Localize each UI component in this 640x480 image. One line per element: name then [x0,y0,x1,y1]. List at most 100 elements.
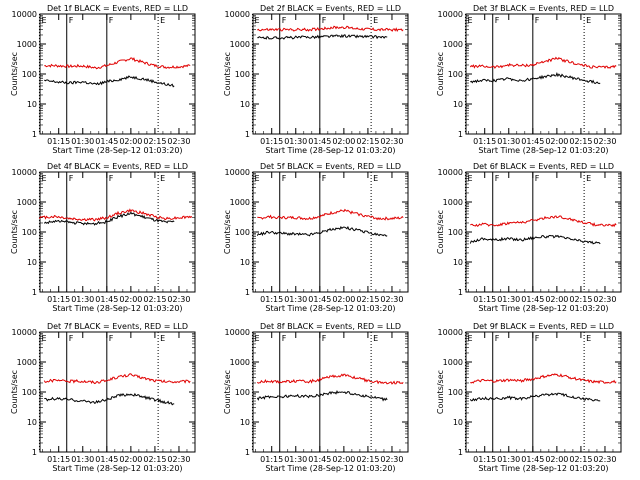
y-tick-label: 10 [27,100,37,109]
x-tick-label: 01:30 [284,455,307,464]
x-axis-label: Start Time (28-Sep-12 01:03:20) [478,304,608,313]
marker-label: F [282,16,287,25]
x-tick-label: 01:45 [95,137,118,146]
marker-label: E [586,334,591,343]
y-tick-label: 10000 [12,10,37,19]
x-tick-label: 01:15 [260,455,283,464]
lld-series-line [470,373,617,384]
y-tick-label: 1000 [230,358,250,367]
x-tick-label: 02:15 [143,295,166,304]
marker-label: F [535,334,540,343]
y-tick-label: 10 [240,258,250,267]
x-tick-label: 02:15 [143,455,166,464]
y-axis-label: Counts/sec [10,210,19,254]
x-tick-label: 01:30 [497,295,520,304]
marker-label: E [373,16,378,25]
x-tick-label: 02:15 [356,137,379,146]
plot-frame [39,171,196,293]
marker-label: F [109,334,114,343]
y-tick-label: 1 [32,448,37,457]
y-axis-label: Counts/sec [436,52,445,96]
y-tick-label: 1 [245,288,250,297]
marker-label: E [160,334,165,343]
y-tick-label: 1 [245,130,250,139]
lld-series-line [43,373,191,385]
x-tick-label: 01:30 [497,455,520,464]
y-tick-label: 10 [453,258,463,267]
y-tick-label: 1000 [230,198,250,207]
marker-label: F [495,174,500,183]
marker-label: F [495,334,500,343]
x-tick-label: 02:30 [167,137,190,146]
x-tick-label: 02:30 [380,137,403,146]
y-tick-label: 10000 [12,168,37,177]
plot-frame [465,331,622,453]
marker-label: E [467,16,472,25]
marker-label: F [69,174,74,183]
marker-label: E [41,16,46,25]
events-series-line [470,72,601,85]
marker-label: E [467,174,472,183]
x-tick-label: 01:15 [473,295,496,304]
x-tick-label: 02:30 [380,295,403,304]
y-tick-label: 100 [235,228,250,237]
marker-label: F [109,16,114,25]
marker-label: E [160,174,165,183]
x-tick-label: 01:15 [47,137,70,146]
marker-label: F [322,174,327,183]
x-tick-label: 01:45 [521,455,544,464]
x-tick-label: 01:45 [521,137,544,146]
marker-label: F [495,16,500,25]
events-series-line [256,225,388,237]
x-axis-label: Start Time (28-Sep-12 01:03:20) [265,304,395,313]
x-tick-label: 01:45 [308,295,331,304]
y-tick-label: 1000 [17,358,37,367]
chart-title: Det 9f BLACK = Events, RED = LLD [473,322,614,331]
y-tick-label: 1 [32,288,37,297]
y-tick-label: 10 [240,100,250,109]
y-tick-label: 100 [448,70,463,79]
x-tick-label: 02:00 [119,295,142,304]
x-tick-label: 01:45 [308,137,331,146]
y-tick-label: 10 [453,418,463,427]
y-axis-label: Counts/sec [10,52,19,96]
lld-series-line [470,215,617,228]
marker-label: E [586,174,591,183]
y-tick-label: 1 [458,130,463,139]
x-tick-label: 02:00 [119,137,142,146]
marker-label: E [586,16,591,25]
y-tick-label: 1 [245,448,250,457]
chart-title: Det 1f BLACK = Events, RED = LLD [47,4,188,13]
lld-series-line [469,56,617,69]
marker-label: F [322,16,327,25]
y-axis-label: Counts/sec [436,370,445,414]
x-tick-label: 01:45 [95,455,118,464]
x-tick-label: 02:30 [167,295,190,304]
x-tick-label: 01:15 [473,137,496,146]
x-axis-label: Start Time (28-Sep-12 01:03:20) [52,146,182,155]
x-tick-label: 01:30 [497,137,520,146]
chart-panel-1: Det 1f BLACK = Events, RED = LLD 1 10 100 10… [10,4,196,155]
x-tick-label: 02:30 [593,137,616,146]
marker-label: E [160,16,165,25]
y-tick-label: 10000 [12,328,37,337]
x-tick-label: 01:30 [71,455,94,464]
y-tick-label: 10 [27,258,37,267]
y-tick-label: 1 [458,288,463,297]
x-tick-label: 02:30 [593,455,616,464]
x-axis-label: Start Time (28-Sep-12 01:03:20) [478,146,608,155]
x-tick-label: 01:15 [260,137,283,146]
x-tick-label: 01:45 [95,295,118,304]
x-tick-label: 01:15 [47,455,70,464]
lld-series-line [257,208,404,221]
x-axis-label: Start Time (28-Sep-12 01:03:20) [478,464,608,473]
y-axis-label: Counts/sec [223,210,232,254]
y-tick-label: 10 [453,100,463,109]
chart-panel-8: Det 8f BLACK = Events, RED = LLD 1 10 100 10… [223,322,409,473]
events-series-line [469,392,601,402]
marker-label: E [41,334,46,343]
chart-panel-2: Det 2f BLACK = Events, RED = LLD 1 10 100 10… [223,4,409,155]
y-tick-label: 1000 [17,40,37,49]
x-tick-label: 02:15 [356,455,379,464]
x-axis-label: Start Time (28-Sep-12 01:03:20) [265,464,395,473]
